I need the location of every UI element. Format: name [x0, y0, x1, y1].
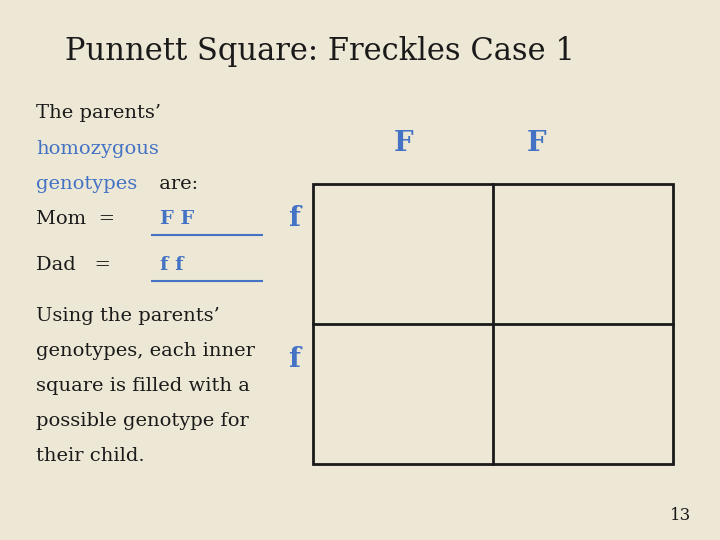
Bar: [313, 184, 673, 464]
Text: f f: f f: [160, 255, 184, 274]
Text: The parents’: The parents’: [36, 104, 161, 123]
Text: F: F: [393, 130, 413, 157]
Text: square is filled with a: square is filled with a: [36, 377, 250, 395]
Text: Using the parents’: Using the parents’: [36, 307, 220, 325]
Text: f: f: [288, 346, 300, 373]
Text: Mom  =: Mom =: [36, 210, 122, 228]
Text: F F: F F: [160, 210, 194, 228]
Text: their child.: their child.: [36, 447, 145, 465]
Text: F: F: [526, 130, 546, 157]
Text: homozygous: homozygous: [36, 139, 159, 158]
Text: are:: are:: [153, 174, 199, 193]
Text: f: f: [288, 205, 300, 232]
Text: 13: 13: [670, 507, 691, 524]
Text: Punnett Square: Freckles Case 1: Punnett Square: Freckles Case 1: [65, 36, 575, 67]
Text: Dad   =: Dad =: [36, 255, 117, 274]
Text: genotypes, each inner: genotypes, each inner: [36, 342, 255, 360]
Text: possible genotype for: possible genotype for: [36, 412, 248, 430]
Text: genotypes: genotypes: [36, 174, 138, 193]
